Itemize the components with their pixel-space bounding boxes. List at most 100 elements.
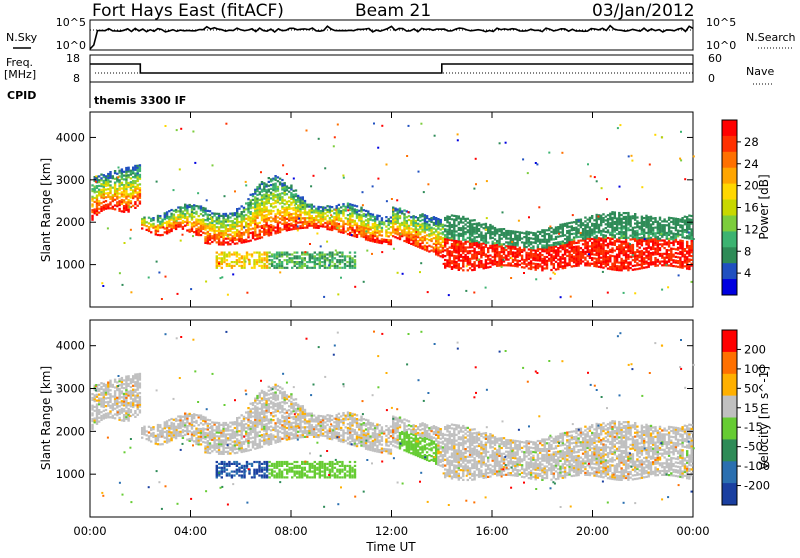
power-point bbox=[238, 240, 240, 242]
power-point bbox=[173, 217, 175, 219]
power-point bbox=[278, 259, 280, 261]
power-point bbox=[652, 221, 654, 223]
nsky-trace bbox=[90, 26, 693, 49]
power-point bbox=[331, 259, 333, 261]
power-point bbox=[421, 215, 423, 217]
power-point bbox=[253, 252, 255, 254]
power-point bbox=[634, 253, 636, 255]
power-point bbox=[471, 256, 473, 258]
power-point bbox=[233, 261, 235, 263]
power-point bbox=[555, 242, 557, 244]
power-point bbox=[288, 214, 290, 216]
power-point bbox=[125, 196, 127, 198]
power-point bbox=[268, 225, 270, 227]
power-point bbox=[241, 257, 243, 259]
power-point bbox=[304, 219, 306, 221]
power-point bbox=[458, 229, 460, 231]
power-point bbox=[315, 208, 317, 210]
power-point bbox=[263, 217, 265, 219]
power-point bbox=[449, 218, 451, 220]
power-point bbox=[349, 207, 351, 209]
power-point bbox=[311, 253, 313, 255]
power-point bbox=[428, 218, 430, 220]
power-point bbox=[130, 177, 132, 179]
power-point bbox=[442, 249, 444, 251]
power-point bbox=[494, 227, 496, 229]
power-point bbox=[225, 242, 227, 244]
power-point bbox=[514, 233, 516, 235]
power-point bbox=[625, 225, 627, 227]
power-point bbox=[589, 263, 591, 265]
power-point bbox=[403, 229, 405, 231]
power-point bbox=[186, 229, 188, 231]
cpid-value: themis 3300 IF bbox=[94, 94, 186, 107]
power-point bbox=[311, 257, 313, 259]
power-point bbox=[308, 219, 310, 221]
power-point bbox=[182, 220, 184, 222]
power-point bbox=[530, 232, 532, 234]
power-point bbox=[101, 282, 103, 284]
power-point bbox=[218, 238, 220, 240]
power-point bbox=[195, 211, 197, 213]
power-point bbox=[195, 205, 197, 207]
power-point bbox=[537, 256, 539, 258]
power-point bbox=[521, 262, 523, 264]
velocity-point bbox=[114, 390, 116, 392]
power-point bbox=[485, 223, 487, 225]
power-point bbox=[677, 262, 679, 264]
power-point bbox=[278, 267, 280, 269]
power-point bbox=[666, 220, 668, 222]
power-point bbox=[326, 241, 328, 243]
power-point bbox=[100, 202, 102, 204]
power-point bbox=[627, 237, 629, 239]
power-point bbox=[333, 228, 335, 230]
velocity-point bbox=[116, 399, 118, 401]
power-point bbox=[577, 259, 579, 261]
power-point bbox=[247, 225, 249, 227]
velocity-point bbox=[137, 404, 139, 406]
power-point bbox=[535, 269, 537, 271]
power-point bbox=[306, 227, 308, 229]
power-point bbox=[661, 136, 663, 138]
velocity-point bbox=[116, 381, 118, 383]
power-point bbox=[234, 214, 236, 216]
velocity-point bbox=[139, 406, 141, 408]
power-point bbox=[254, 206, 256, 208]
power-point bbox=[580, 236, 582, 238]
power-point bbox=[213, 239, 215, 241]
power-point bbox=[620, 241, 622, 243]
power-point bbox=[639, 237, 641, 239]
power-point bbox=[139, 178, 141, 180]
power-point bbox=[471, 240, 473, 242]
power-point bbox=[324, 267, 326, 269]
power-point bbox=[559, 266, 561, 268]
power-point bbox=[245, 214, 247, 216]
power-point bbox=[221, 267, 223, 269]
power-point bbox=[562, 265, 564, 267]
power-point bbox=[629, 248, 631, 250]
power-point bbox=[286, 222, 288, 224]
velocity-point bbox=[100, 401, 102, 403]
power-point bbox=[421, 223, 423, 225]
power-point bbox=[648, 222, 650, 224]
power-point bbox=[681, 236, 683, 238]
power-point bbox=[234, 243, 236, 245]
power-point bbox=[276, 263, 278, 265]
power-point bbox=[105, 192, 107, 194]
power-point bbox=[118, 183, 120, 185]
power-point bbox=[326, 211, 328, 213]
power-point bbox=[148, 230, 150, 232]
power-point bbox=[523, 249, 525, 251]
power-point bbox=[519, 231, 521, 233]
power-point bbox=[548, 235, 550, 237]
power-point bbox=[263, 232, 265, 234]
power-point bbox=[600, 264, 602, 266]
power-point bbox=[632, 252, 634, 254]
power-point bbox=[618, 220, 620, 222]
power-point bbox=[326, 253, 328, 255]
velocity-point bbox=[98, 388, 100, 390]
power-point bbox=[437, 224, 439, 226]
power-point bbox=[261, 208, 263, 210]
power-point bbox=[408, 238, 410, 240]
power-point bbox=[571, 260, 573, 262]
